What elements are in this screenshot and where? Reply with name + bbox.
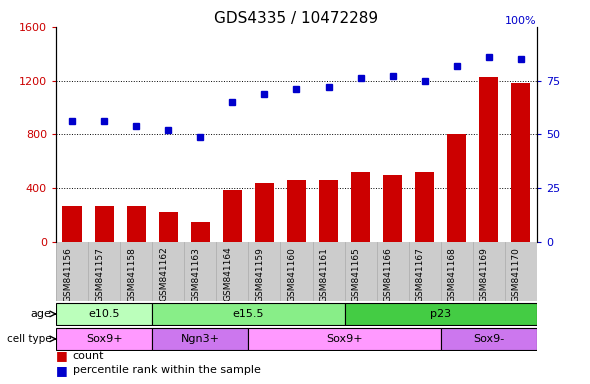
Bar [345,303,537,325]
Text: p23: p23 [430,309,451,319]
Text: age: age [30,309,51,319]
Text: GSM841164: GSM841164 [224,247,232,301]
Text: GSM841159: GSM841159 [255,247,264,301]
Bar [479,77,499,242]
Bar [152,303,345,325]
Title: GDS4335 / 10472289: GDS4335 / 10472289 [214,11,379,26]
Text: GSM841170: GSM841170 [512,247,521,301]
Text: percentile rank within the sample: percentile rank within the sample [73,365,260,375]
Bar [159,212,178,242]
Bar [248,328,441,350]
Bar [255,183,274,242]
Text: GSM841167: GSM841167 [416,247,425,301]
Text: GSM841168: GSM841168 [448,247,457,301]
Text: Sox9+: Sox9+ [86,334,123,344]
Bar [63,206,81,242]
Text: e10.5: e10.5 [88,309,120,319]
Bar [56,303,152,325]
Bar [287,180,306,242]
Text: GSM841163: GSM841163 [191,247,201,301]
Bar [56,328,152,350]
Text: 100%: 100% [505,16,537,26]
Bar [191,222,210,242]
Bar [152,328,248,350]
Text: GSM841160: GSM841160 [287,247,296,301]
Bar [319,180,338,242]
Bar [383,175,402,242]
Text: Ngn3+: Ngn3+ [181,334,220,344]
Text: GSM841161: GSM841161 [320,247,329,301]
Text: ■: ■ [56,364,68,377]
Bar [447,134,466,242]
Text: e15.5: e15.5 [232,309,264,319]
Bar [94,206,114,242]
Text: GSM841165: GSM841165 [352,247,360,301]
Text: GSM841169: GSM841169 [480,247,489,301]
Bar [127,206,146,242]
Bar [415,172,434,242]
Text: GSM841157: GSM841157 [95,247,104,301]
Text: GSM841156: GSM841156 [63,247,72,301]
Text: count: count [73,351,104,361]
Text: GSM841162: GSM841162 [159,247,168,301]
Bar [441,328,537,350]
Text: Sox9+: Sox9+ [326,334,363,344]
Text: GSM841158: GSM841158 [127,247,136,301]
Text: cell type: cell type [6,334,51,344]
Text: GSM841166: GSM841166 [384,247,393,301]
Bar [512,83,530,242]
Text: ■: ■ [56,349,68,362]
Bar [223,190,242,242]
Text: Sox9-: Sox9- [473,334,504,344]
Bar [351,172,370,242]
